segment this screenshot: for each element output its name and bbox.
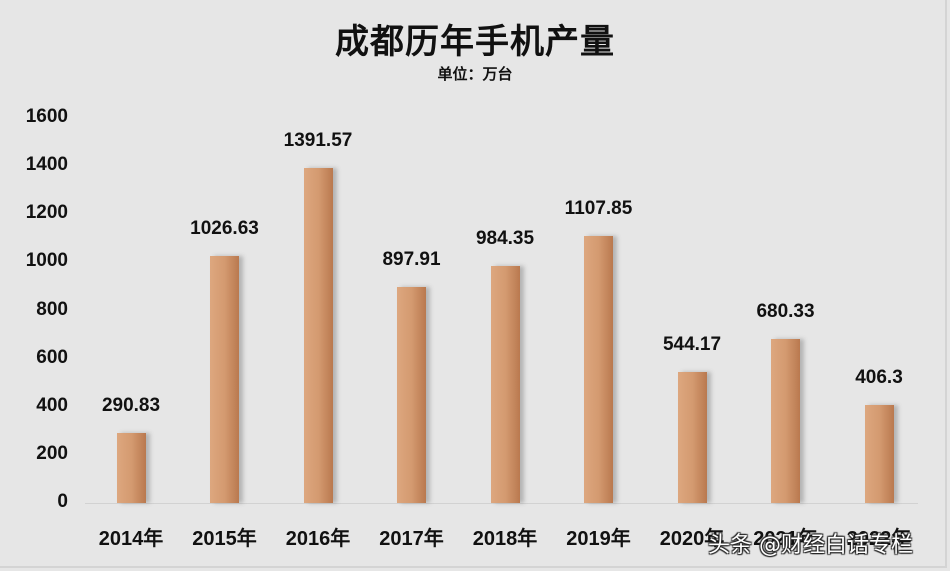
- x-tick-label: 2019年: [566, 528, 631, 550]
- y-tick-label: 800: [36, 298, 68, 320]
- y-tick-label: 200: [36, 442, 68, 464]
- y-tick-label: 1600: [25, 106, 68, 127]
- watermark: 头条 @财经白话专栏: [708, 533, 913, 558]
- bar: [864, 405, 894, 503]
- bar: [490, 266, 520, 503]
- y-tick-label: 400: [36, 394, 68, 416]
- bar: [303, 168, 333, 503]
- x-tick-label: 2016年: [285, 528, 351, 550]
- bar: [210, 255, 239, 503]
- x-axis-line: [85, 503, 918, 504]
- x-tick-label: 2021年: [753, 528, 818, 550]
- bar: [584, 236, 613, 503]
- y-tick-label: 1200: [25, 202, 68, 224]
- bar: [677, 372, 707, 503]
- data-label: 680.33: [756, 301, 815, 323]
- bar: [397, 286, 426, 503]
- bar: [771, 339, 800, 503]
- data-label: 1391.57: [283, 130, 353, 152]
- data-label: 1107.85: [564, 198, 633, 220]
- x-tick-label: 2020年: [659, 528, 725, 550]
- y-tick-label: 600: [36, 346, 68, 368]
- bar: [116, 433, 146, 503]
- data-label: 406.3: [855, 367, 903, 389]
- x-tick-label: 2022年: [846, 528, 912, 550]
- x-tick-label: 2018年: [472, 528, 538, 550]
- data-label: 1026.63: [190, 217, 259, 239]
- x-tick-label: 2015年: [192, 528, 257, 550]
- data-label: 984.35: [475, 228, 535, 250]
- chart-title: 成都历年手机产量: [335, 22, 615, 62]
- y-tick-label: 0: [57, 491, 68, 512]
- y-tick-label: 1000: [25, 250, 68, 272]
- data-label: 290.83: [101, 395, 161, 417]
- y-tick-label: 1400: [25, 154, 68, 176]
- data-label: 897.91: [382, 248, 441, 270]
- chart-subtitle: 单位：万台: [437, 65, 513, 83]
- data-label: 544.17: [662, 334, 722, 356]
- x-tick-label: 2014年: [98, 528, 164, 550]
- x-tick-label: 2017年: [379, 528, 444, 550]
